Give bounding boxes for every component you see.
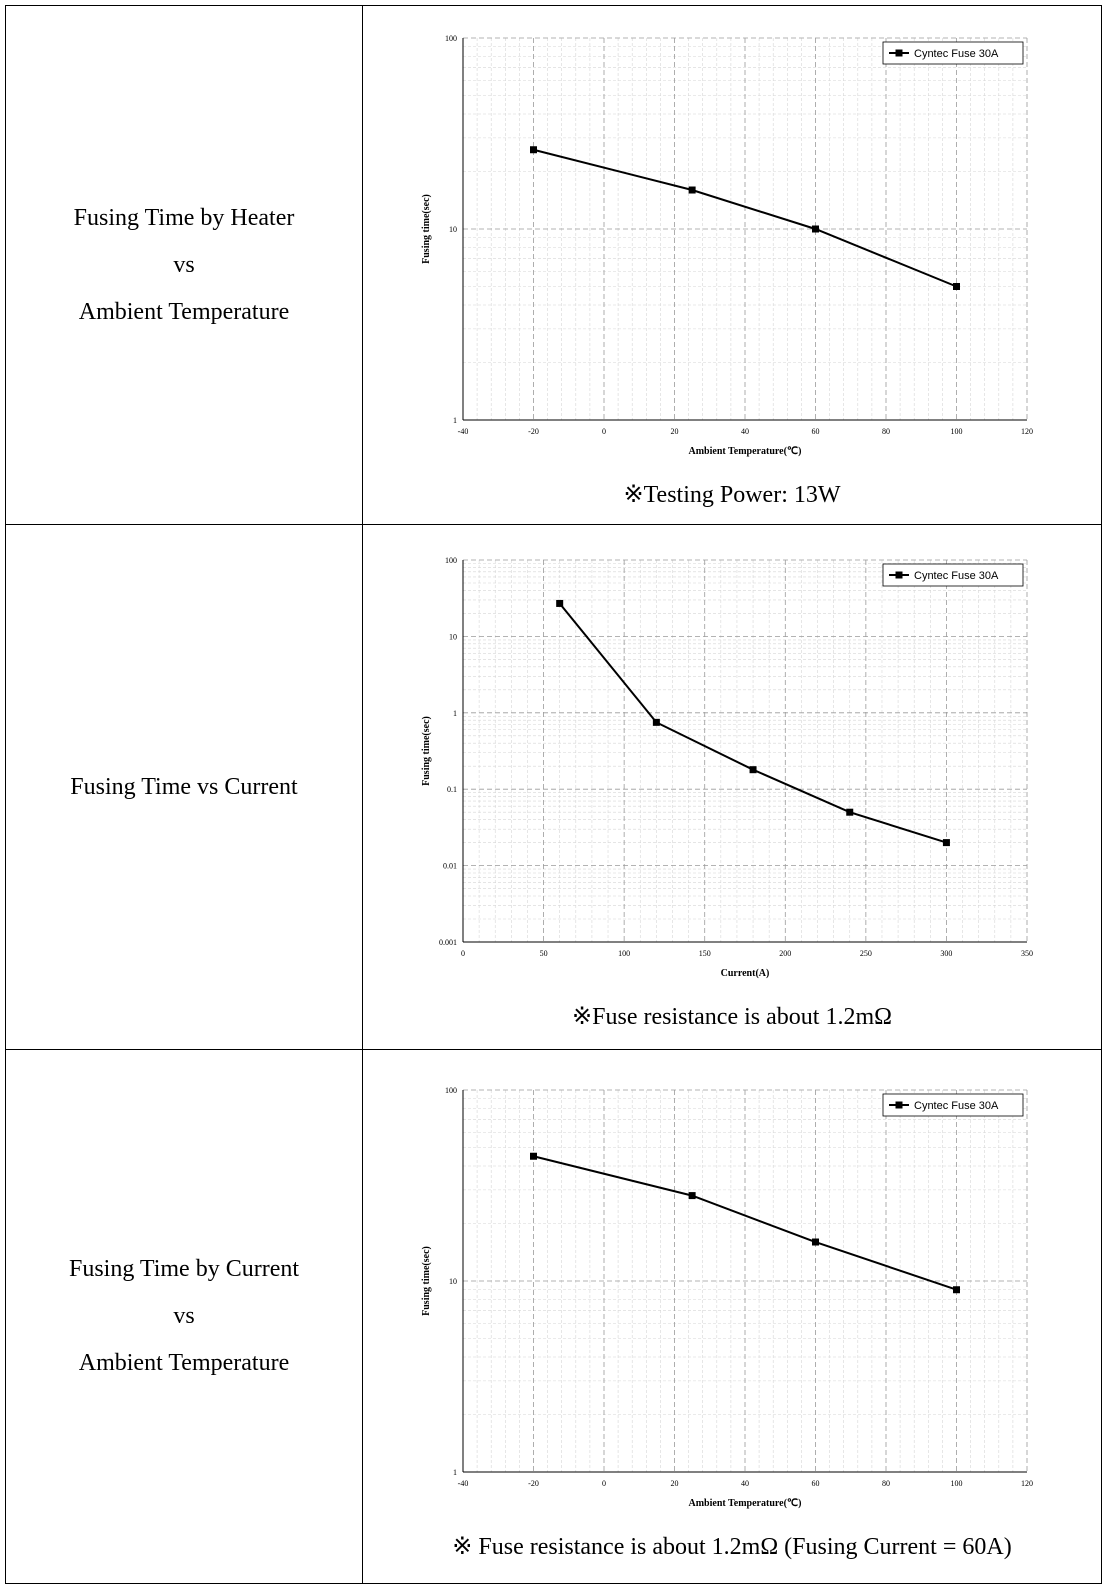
x-tick-label: 120: [1021, 1479, 1033, 1488]
x-tick-label: 100: [951, 427, 963, 436]
y-tick-label: 100: [445, 1086, 457, 1095]
x-axis-label: Ambient Temperature(℃): [689, 446, 802, 457]
data-point-marker: [942, 839, 950, 847]
x-tick-label: 80: [882, 427, 890, 436]
x-tick-label: 0: [602, 1479, 606, 1488]
legend-marker-icon: [895, 1101, 903, 1108]
data-point-marker: [846, 808, 854, 816]
y-axis-label: Fusing time(sec): [421, 1246, 432, 1316]
x-tick-label: 100: [618, 949, 630, 958]
y-tick-label: 100: [445, 556, 457, 565]
x-tick-label: 80: [882, 1479, 890, 1488]
y-axis-label: Fusing time(sec): [421, 716, 432, 786]
row-label-line: vs: [173, 1303, 195, 1329]
x-tick-label: 50: [540, 949, 548, 958]
row-label-line: vs: [173, 251, 195, 278]
data-point-marker: [652, 718, 660, 726]
legend-entry: Cyntec Fuse 30A: [914, 1100, 999, 1112]
row-label-line: Fusing Time vs Current: [70, 773, 298, 800]
chart-cell: -40 -20 0 20 40 60 80 100 120 1 10 100 Ambient Tempe…: [362, 5, 1102, 525]
legend-box: [882, 1093, 1024, 1116]
y-axis-label: Fusing time(sec): [421, 194, 432, 264]
data-point-marker: [530, 1152, 537, 1160]
chart-note: ※Fuse resistance is about 1.2mΩ: [572, 1004, 892, 1030]
x-tick-label: -40: [458, 1479, 469, 1488]
row-label-line: Fusing Time by Heater: [73, 204, 295, 231]
legend-marker-icon: [895, 49, 903, 57]
row-label-cell: Fusing Time vs Current: [5, 524, 363, 1050]
row-label-line: Ambient Temperature: [78, 298, 290, 325]
data-point-marker: [953, 1285, 960, 1293]
data-point-marker: [953, 282, 960, 290]
data-point-marker: [749, 766, 757, 774]
y-tick-label: 1: [453, 416, 457, 425]
chart-note: ※ Fuse resistance is about 1.2mΩ (Fusing…: [452, 1533, 1012, 1560]
y-tick-label: 10: [449, 1277, 457, 1286]
row-label-cell: Fusing Time by Heater vs Ambient Tempera…: [5, 5, 363, 525]
x-tick-label: 300: [940, 949, 952, 958]
y-tick-label: 0.001: [439, 938, 457, 947]
x-tick-label: 40: [741, 1479, 749, 1488]
x-tick-label: 350: [1021, 949, 1033, 958]
spec-table: Fusing Time by Heater vs Ambient Tempera…: [5, 5, 1102, 1584]
x-tick-label: 120: [1021, 427, 1033, 436]
legend-box: [882, 41, 1024, 65]
legend: Cyntec Fuse 30A: [882, 563, 1024, 587]
data-point-marker: [530, 146, 537, 154]
x-tick-label: 40: [741, 427, 749, 436]
table-row-heater-temp: Fusing Time by Heater vs Ambient Tempera…: [5, 5, 1102, 525]
x-tick-label: -20: [528, 427, 539, 436]
x-tick-label: 250: [860, 949, 872, 958]
data-point-marker: [812, 1238, 819, 1246]
x-tick-label: 200: [779, 949, 791, 958]
row-label-line: Ambient Temperature: [78, 1350, 290, 1376]
data-point-marker: [688, 1191, 696, 1199]
legend: Cyntec Fuse 30A: [882, 1093, 1024, 1116]
y-tick-label: 0.1: [447, 785, 457, 794]
legend: Cyntec Fuse 30A: [882, 41, 1024, 65]
legend-box: [882, 563, 1024, 587]
data-point-marker: [812, 225, 819, 233]
x-tick-label: 60: [812, 427, 820, 436]
table-row-current-temp: Fusing Time by Current vs Ambient Temper…: [5, 1049, 1102, 1584]
chart-note: ※Testing Power: 13W: [623, 482, 841, 508]
x-tick-label: -40: [458, 427, 469, 436]
data-point-marker: [688, 186, 696, 194]
y-tick-label: 0.01: [443, 862, 457, 871]
x-tick-label: 150: [699, 949, 711, 958]
table-row-time-current: Fusing Time vs Current 0 50 100 150 200 250 30…: [5, 524, 1102, 1050]
x-axis-label: Current(A): [721, 968, 770, 979]
y-tick-label: 10: [449, 225, 457, 234]
row-label-line: Fusing Time by Current: [68, 1256, 300, 1282]
x-tick-label: 0: [461, 949, 465, 958]
series-line: [533, 148, 957, 288]
series-line: [533, 1154, 957, 1291]
legend-entry: Cyntec Fuse 30A: [914, 570, 999, 582]
x-tick-label: 20: [671, 427, 679, 436]
row-label-cell: Fusing Time by Current vs Ambient Temper…: [5, 1049, 363, 1584]
chart-time-vs-current: 0 50 100 150 200 250 300 350 0.001 0.01 0.1 1 10 100 C…: [421, 556, 1033, 979]
y-tick-label: 1: [453, 1468, 457, 1477]
y-tick-label: 100: [445, 34, 457, 43]
data-point-marker: [556, 599, 564, 607]
y-tick-label: 1: [453, 709, 457, 718]
chart-cell: 0 50 100 150 200 250 300 350 0.001 0.01 0.1 1 10 100 C…: [362, 524, 1102, 1050]
y-tick-label: 10: [449, 632, 457, 641]
legend-entry: Cyntec Fuse 30A: [914, 48, 999, 60]
legend-marker-icon: [895, 571, 903, 579]
x-axis-label: Ambient Temperature(℃): [689, 1498, 802, 1509]
chart-cell: -40 -20 0 20 40 60 80 100 120 1 10 100 Ambient Tempe…: [362, 1049, 1102, 1584]
x-tick-label: 100: [951, 1479, 963, 1488]
x-tick-label: -20: [528, 1479, 539, 1488]
x-tick-label: 0: [602, 427, 606, 436]
x-tick-label: 20: [671, 1479, 679, 1488]
x-tick-label: 60: [812, 1479, 820, 1488]
